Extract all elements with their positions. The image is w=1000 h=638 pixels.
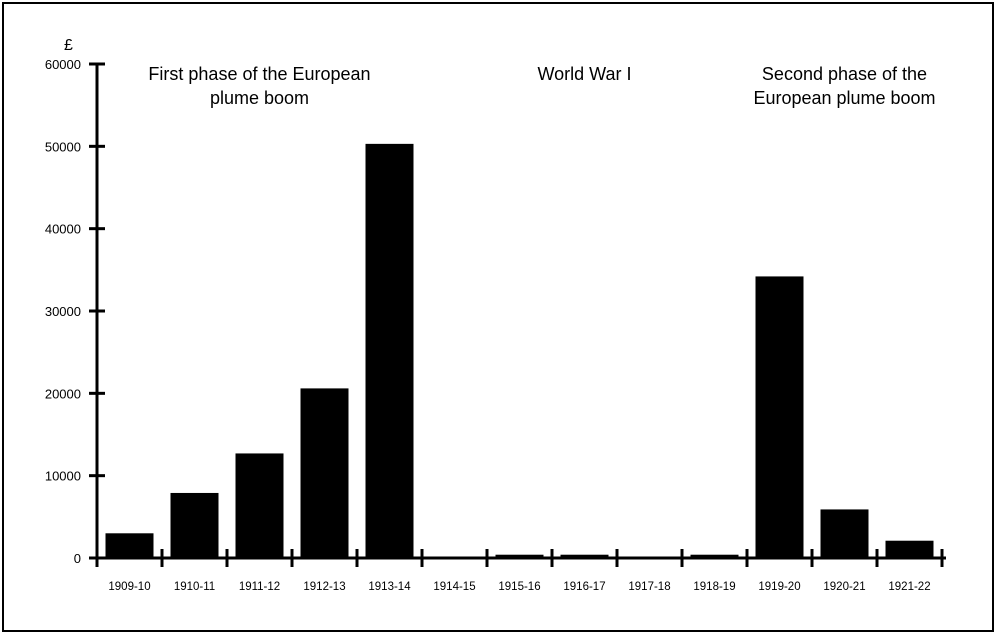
y-axis-unit-label: £: [64, 37, 73, 54]
x-tick-label: 1915-16: [498, 581, 540, 593]
bar-1910-11: [170, 492, 219, 558]
x-tick-label: 1918-19: [693, 581, 735, 593]
bar-1909-10: [105, 533, 154, 558]
x-tick-label: 1916-17: [563, 581, 605, 593]
x-tick-label: 1909-10: [108, 581, 150, 593]
bar-1916-17: [560, 554, 609, 558]
bars: [105, 143, 934, 558]
y-tick-label: 0: [74, 551, 81, 566]
bar-1919-20: [755, 276, 804, 558]
x-tick-label: 1912-13: [303, 581, 345, 593]
y-tick-label: 30000: [45, 304, 81, 319]
x-tick-label: 1913-14: [368, 581, 411, 593]
annotation-3: Second phase of the European plume boom: [753, 64, 935, 108]
bar-1911-12: [235, 453, 284, 558]
annotation-1: First phase of the European plume boom: [148, 64, 370, 108]
bar-1912-13: [300, 388, 349, 558]
axes: 0 10000 20000 30000 40000 50000 60000 1909-10 19…: [45, 57, 946, 593]
x-tick-label: 1917-18: [628, 581, 670, 593]
bar-1921-22: [885, 540, 934, 558]
annotation-2: World War I: [537, 64, 631, 84]
x-tick-label: 1919-20: [758, 581, 800, 593]
y-tick-label: 60000: [45, 57, 81, 72]
x-tick-label: 1920-21: [823, 581, 865, 593]
y-tick-label: 40000: [45, 222, 81, 237]
x-tick-label: 1921-22: [888, 581, 930, 593]
bar-1920-21: [820, 509, 869, 558]
x-tick-label: 1911-12: [239, 581, 280, 593]
y-tick-label: 50000: [45, 139, 81, 154]
bar-1913-14: [365, 143, 414, 558]
annotations: First phase of the European plume boom Wor…: [148, 64, 935, 108]
y-tick-label: 10000: [45, 469, 81, 484]
x-tick-label: 1910-11: [174, 581, 215, 593]
y-tick-label: 20000: [45, 386, 81, 401]
bar-1915-16: [495, 554, 544, 558]
bar-1918-19: [690, 554, 739, 558]
x-tick-label: 1914-15: [433, 581, 475, 593]
